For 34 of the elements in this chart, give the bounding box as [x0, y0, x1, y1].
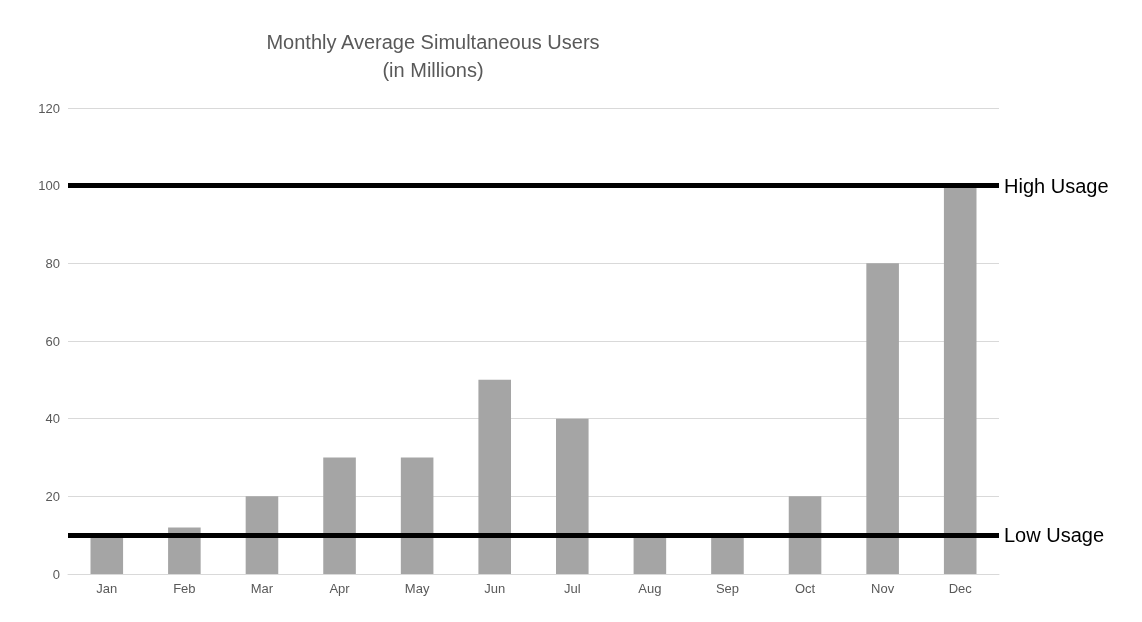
y-tick-label: 120: [38, 100, 60, 116]
ref-line-label: Low Usage: [1004, 524, 1105, 547]
y-tick-label: 20: [45, 488, 60, 504]
x-tick-label: Jul: [563, 581, 581, 596]
x-tick-label: Feb: [173, 581, 196, 596]
x-tick-label: May: [404, 581, 430, 596]
bar: [711, 535, 744, 574]
y-tick-label: 40: [45, 411, 60, 427]
y-tick-label: 80: [45, 255, 60, 271]
bar: [556, 418, 589, 574]
bar: [943, 185, 977, 574]
ref-line-label: High Usage: [1004, 174, 1109, 197]
x-tick-label: Oct: [794, 581, 816, 596]
x-tick-label: Jun: [484, 581, 506, 596]
x-tick-label: Mar: [250, 581, 274, 596]
bar: [478, 379, 511, 574]
bar: [168, 527, 201, 574]
bar: [866, 263, 899, 574]
x-tick-label: Sep: [715, 581, 740, 596]
bar: [323, 457, 356, 574]
bar: [633, 535, 667, 574]
chart-title: Monthly Average Simultaneous Users (in Millions): [266, 31, 600, 81]
bar: [400, 457, 434, 574]
x-tick-label: Dec: [948, 581, 973, 596]
x-tick-label: Jan: [96, 581, 118, 596]
y-tick-label: 60: [45, 333, 60, 349]
x-tick-label: Apr: [329, 581, 351, 596]
y-tick-label: 0: [52, 566, 60, 582]
x-tick-label: Nov: [871, 581, 895, 596]
y-tick-label: 100: [38, 178, 60, 194]
bar: [90, 535, 124, 574]
bar: [788, 496, 822, 574]
bar: [245, 496, 279, 574]
x-tick-label: Aug: [638, 581, 662, 596]
